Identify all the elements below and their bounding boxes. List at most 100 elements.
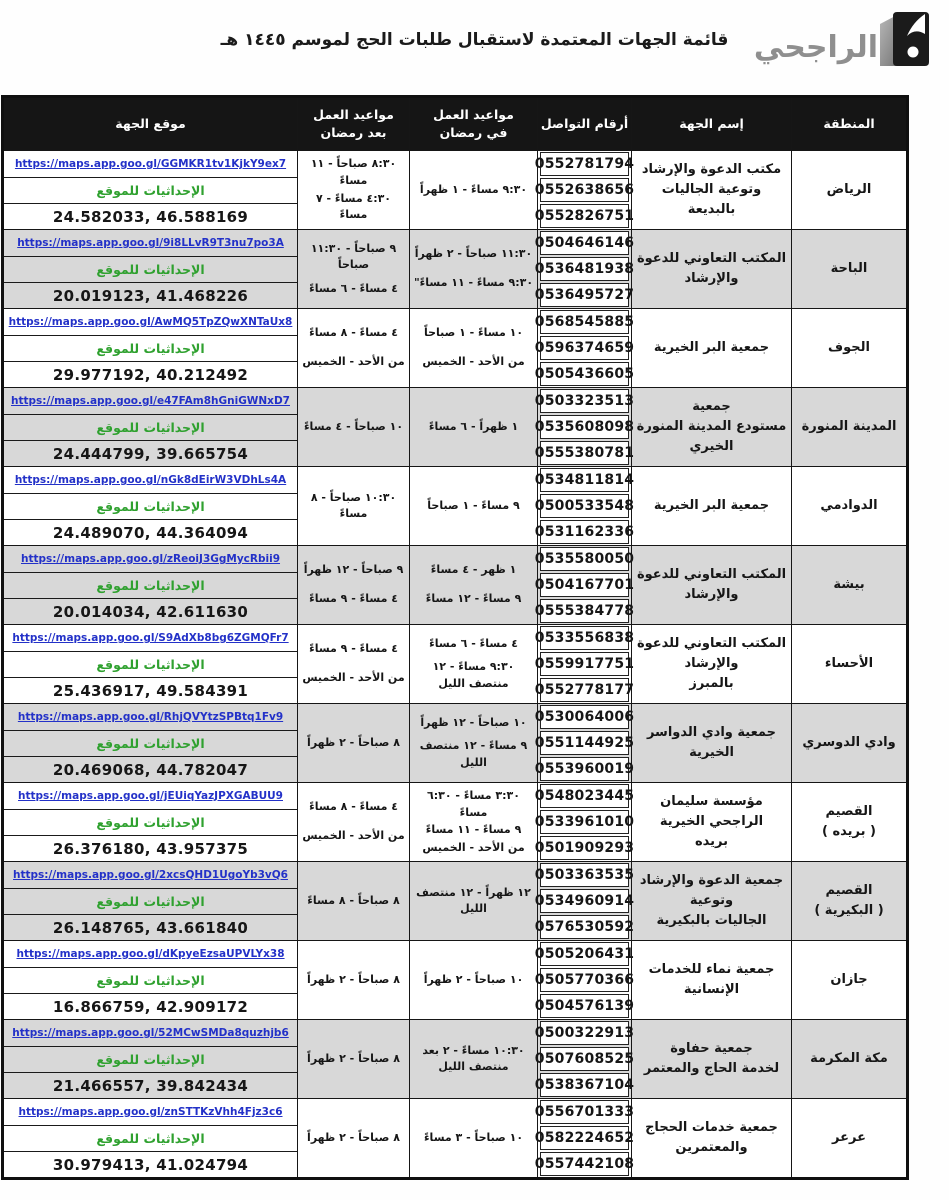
alrajhi-logo-text: الراجحي xyxy=(753,30,878,65)
location-cell: https://maps.app.goo.gl/zReoiJ3GgMycRbii… xyxy=(2,545,298,625)
ramadan-hours-cell: ٩:٣٠ مساءً - ١ ظهراً xyxy=(409,150,538,230)
phone-number: 0505206431 xyxy=(535,942,634,966)
phone-number: 0559917751 xyxy=(535,652,634,676)
ramadan-hours-cell: ١٠ صباحاً - ٣ مساءً xyxy=(409,1098,538,1179)
phone-list: 0556701333 0582224652 0557442108 xyxy=(535,1099,634,1177)
map-link[interactable]: https://maps.app.goo.gl/AwMQ5TpZQwXNTaUx… xyxy=(8,316,293,328)
phones-cell: 0568545885 0596374659 0505436605 xyxy=(535,308,634,388)
table-row: المدينة المنورة جمعية مستودع المدينة الم… xyxy=(2,387,908,467)
ramadan-hours: ١٠ مساءً - ١ صباحاً من الأحد - الخميس xyxy=(410,309,537,387)
region-cell: الدوادمي xyxy=(791,466,908,546)
phone-number: 0548023445 xyxy=(535,784,634,808)
entity-cell: المكتب التعاوني للدعوة والإرشاد xyxy=(631,229,792,309)
header-phones: أرقام التواصل xyxy=(537,96,632,151)
coordinates-value: 30.979413, 41.024794 xyxy=(52,1155,249,1174)
coordinates-value: 16.866759, 42.909172 xyxy=(52,997,249,1016)
map-link[interactable]: https://maps.app.goo.gl/znSTTKzVhh4Fjz3c… xyxy=(18,1106,283,1118)
phone-number: 0535580050 xyxy=(535,547,634,571)
entity-cell: مؤسسة سليمان الراجحي الخيرية بريده xyxy=(631,782,792,862)
ramadan-hours: ١٢ ظهراً - ١٢ منتصف الليل xyxy=(410,862,537,940)
entity-name: المكتب التعاوني للدعوة والإرشاد xyxy=(636,566,787,602)
map-link-row: https://maps.app.goo.gl/jEUiqYazJPXGABUU… xyxy=(4,783,297,810)
working-hours-line: ١٠ مساءً - ١ صباحاً xyxy=(423,326,524,340)
working-hours-line: ١٠ صباحاً - ١٢ ظهراً xyxy=(420,715,527,729)
working-hours-line: ٣:٣٠ مساءً - ٦:٣٠ مساءً xyxy=(427,789,520,819)
map-link[interactable]: https://maps.app.goo.gl/9i8LLvR9T3nu7po3… xyxy=(17,237,284,249)
phone-number: 0507608525 xyxy=(535,1047,634,1071)
header-ramadan-hours: مواعيد العمل في رمضان xyxy=(409,96,538,151)
alrajhi-emblem-icon xyxy=(880,12,929,66)
after-ramadan-hours-cell: ١٠ صباحاً - ٤ مساءً xyxy=(297,387,410,467)
after-ramadan-hours: ٨ صباحاً - ٢ ظهراً xyxy=(298,704,409,782)
entity-cell: جمعية خدمات الحجاج والمعتمرين xyxy=(631,1098,792,1179)
phone-number: 0504167701 xyxy=(535,573,634,597)
entity-cell: المكتب التعاوني للدعوة والإرشاد xyxy=(631,545,792,625)
coordinates-value: 24.489070, 44.364094 xyxy=(52,523,249,542)
coords-label: الإحداثيات للموقع xyxy=(4,415,297,441)
phone-number: 0536481938 xyxy=(535,257,634,281)
ramadan-hours: ٣:٣٠ مساءً - ٦:٣٠ مساءً ٩ مساءً - ١١ مساء… xyxy=(410,783,537,861)
working-hours-line: ٤ مساءً - ٨ مساءً xyxy=(309,326,398,340)
coords-label: الإحداثيات للموقع xyxy=(4,968,297,994)
location-cell: https://maps.app.goo.gl/AwMQ5TpZQwXNTaUx… xyxy=(2,308,298,388)
map-link[interactable]: https://maps.app.goo.gl/dKpyeEzsaUPVLYx3… xyxy=(16,948,285,960)
entity-name: جمعية وادي الدواسر الخيرية xyxy=(646,724,777,760)
after-ramadan-hours-cell: ٨:٣٠ صباحاً - ١١ مساءً ٤:٣٠ مساءً - ٧ مسا… xyxy=(297,150,410,230)
location-cell: https://maps.app.goo.gl/jEUiqYazJPXGABUU… xyxy=(2,782,298,862)
ramadan-hours-cell: ١١:٣٠ صباحاً - ٢ ظهراً ٩:٣٠ مساءً - ١١ مس… xyxy=(409,229,538,309)
ramadan-hours-cell: ١٢ ظهراً - ١٢ منتصف الليل xyxy=(409,861,538,941)
map-link[interactable]: https://maps.app.goo.gl/2xcsQHD1UgoYb3vQ… xyxy=(13,869,288,881)
region-name: القصيم ( البكيرية ) xyxy=(814,882,884,918)
map-link-row: https://maps.app.goo.gl/AwMQ5TpZQwXNTaUx… xyxy=(4,309,297,336)
working-hours-line: من الأحد - الخميس xyxy=(422,355,525,369)
entity-name: المكتب التعاوني للدعوة والإرشاد xyxy=(636,250,787,286)
entity-name: جمعية البر الخيرية xyxy=(653,339,770,355)
map-link[interactable]: https://maps.app.goo.gl/RhjQVYtzSPBtq1Fv… xyxy=(17,711,284,723)
map-link[interactable]: https://maps.app.goo.gl/jEUiqYazJPXGABUU… xyxy=(18,790,283,802)
phone-list: 0504646146 0536481938 0536495727 xyxy=(535,230,634,308)
map-link[interactable]: https://maps.app.goo.gl/52MCwSMDa8quzhjb… xyxy=(12,1027,289,1039)
phone-list: 0500322913 0507608525 0538367104 xyxy=(535,1020,634,1098)
phone-number: 0505770366 xyxy=(535,968,634,992)
map-link[interactable]: https://maps.app.goo.gl/zReoiJ3GgMycRbii… xyxy=(20,553,281,565)
working-hours-line: ١٠:٣٠ صباحاً - ٨ مساءً xyxy=(310,490,397,521)
phone-list: 0535580050 0504167701 0555384778 xyxy=(535,546,634,624)
phone-number: 0500322913 xyxy=(535,1021,634,1045)
coords-label: الإحداثيات للموقع xyxy=(4,336,297,362)
working-hours-line: ٩ مساءً - ١١ مساءً xyxy=(425,823,522,836)
working-hours-line: ١١:٣٠ صباحاً - ٢ ظهراً xyxy=(414,247,533,261)
location-cell: https://maps.app.goo.gl/RhjQVYtzSPBtq1Fv… xyxy=(2,703,298,783)
map-link[interactable]: https://maps.app.goo.gl/GGMKR1tv1KjkY9ex… xyxy=(14,158,287,170)
region-name: الباحة xyxy=(830,260,868,276)
after-ramadan-hours-cell: ٤ مساءً - ٨ مساءً من الأحد - الخميس xyxy=(297,782,410,862)
ramadan-hours: ٩:٣٠ مساءً - ١ ظهراً xyxy=(410,151,537,229)
map-link-row: https://maps.app.goo.gl/nGk8dEirW3VDhLs4… xyxy=(4,467,297,494)
entity-cell: المكتب التعاوني للدعوة والإرشاد بالمبرز xyxy=(631,624,792,704)
header-region: المنطقة xyxy=(791,96,908,151)
after-ramadan-hours-cell: ٩ صباحاً - ١١:٣٠ صباحاً ٤ مساءً - ٦ مساءً xyxy=(297,229,410,309)
phones-cell: 0504646146 0536481938 0536495727 xyxy=(535,229,634,309)
header-location: موقع الجهة xyxy=(2,96,298,151)
phone-number: 0500533548 xyxy=(535,494,634,518)
phone-list: 0533556838 0559917751 0552778177 xyxy=(535,625,634,703)
phone-number: 0534960914 xyxy=(535,889,634,913)
working-hours-line: ٩ مساءً - ١ صباحاً xyxy=(427,498,520,512)
map-link[interactable]: https://maps.app.goo.gl/e47FAm8hGniGWNxD… xyxy=(11,395,290,407)
map-link[interactable]: https://maps.app.goo.gl/S9AdXb8bg6ZGMQFr… xyxy=(12,632,289,644)
location-cell: https://maps.app.goo.gl/dKpyeEzsaUPVLYx3… xyxy=(2,940,298,1020)
region-cell: القصيم ( بريده ) xyxy=(791,782,908,862)
table-row: وادي الدوسري جمعية وادي الدواسر الخيرية … xyxy=(2,703,908,783)
map-link-row: https://maps.app.goo.gl/dKpyeEzsaUPVLYx3… xyxy=(4,941,297,968)
after-ramadan-hours-cell: ٨ صباحاً - ٢ ظهراً xyxy=(297,703,410,783)
phone-number: 0552638656 xyxy=(535,178,634,202)
ramadan-hours: ٩ مساءً - ١ صباحاً xyxy=(410,467,537,545)
phone-number: 0552778177 xyxy=(535,678,634,702)
map-link[interactable]: https://maps.app.goo.gl/nGk8dEirW3VDhLs4… xyxy=(14,474,287,486)
coordinates-value: 24.582033, 46.588169 xyxy=(52,207,249,226)
working-hours-line: ٨:٣٠ صباحاً - ١١ مساءً xyxy=(310,157,397,187)
phones-cell: 0533556838 0559917751 0552778177 xyxy=(535,624,634,704)
table-row: القصيم ( البكيرية ) جمعية الدعوة والإرشا… xyxy=(2,861,908,941)
working-hours-line: ٤ مساءً - ٩ مساءً xyxy=(309,642,398,656)
phone-list: 0552781794 0552638656 0552826751 xyxy=(535,151,634,229)
working-hours-line: ١٠ صباحاً - ٢ ظهراً xyxy=(423,972,524,986)
